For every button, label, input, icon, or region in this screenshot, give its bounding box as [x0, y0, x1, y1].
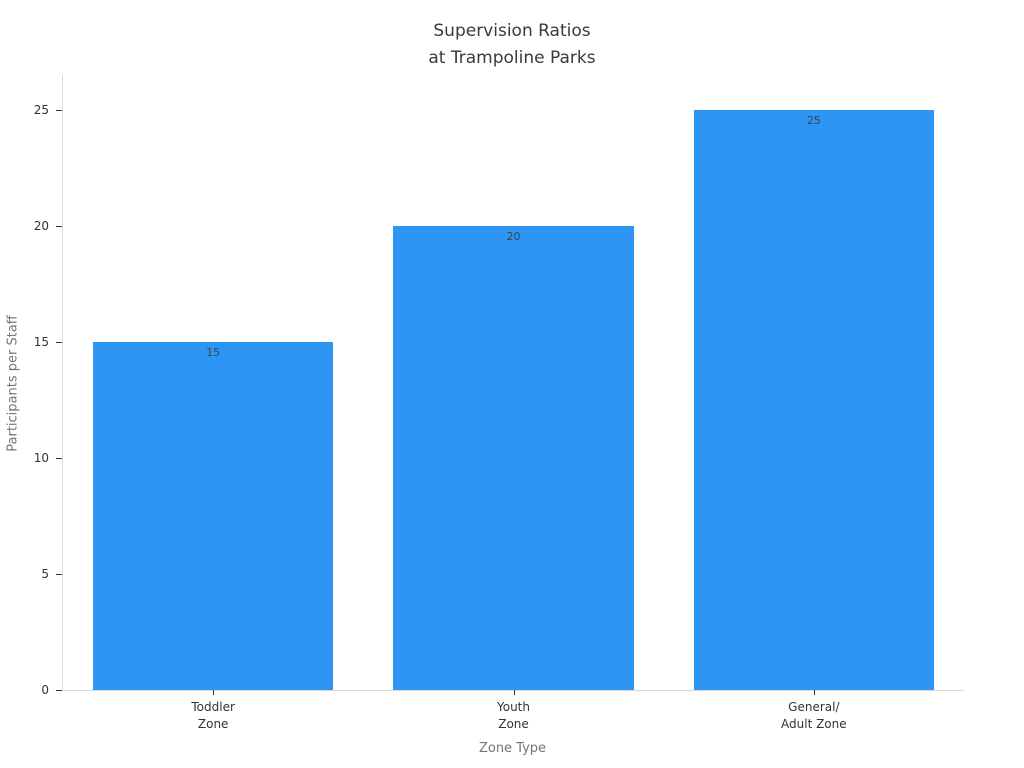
y-tick-mark: [56, 225, 62, 227]
x-tick-label: Youth Zone: [497, 700, 530, 731]
y-tick-mark: [56, 341, 62, 343]
chart-title: Supervision Ratios at Trampoline Parks: [428, 21, 596, 68]
bar: 25: [693, 110, 934, 690]
y-tick-mark: [56, 109, 62, 111]
bar-value-label: 20: [506, 230, 521, 243]
y-tick-label: 20: [33, 219, 49, 233]
x-tick-label: Toddler Zone: [191, 700, 235, 731]
y-tick-label: 5: [41, 567, 49, 581]
y-tick-label: 0: [41, 683, 49, 697]
y-axis-label: Participants per Staff: [5, 315, 21, 452]
plot-area: 0 5 10 15 20 25 15 Toddler Zone 20 Youth Zone 25 Ge…: [34, 75, 964, 731]
y-tick-label: 15: [33, 335, 49, 349]
x-tick-mark: [513, 690, 515, 695]
y-tick-mark: [56, 689, 62, 691]
bar: 15: [93, 342, 334, 690]
y-tick-label: 10: [33, 451, 49, 465]
y-tick-label: 25: [33, 103, 49, 117]
bar: 20: [393, 226, 634, 690]
bar-value-label: 25: [806, 114, 821, 127]
x-tick-mark: [213, 690, 215, 695]
x-axis-label: Zone Type: [478, 741, 547, 756]
y-tick-mark: [56, 573, 62, 575]
x-tick-mark: [813, 690, 815, 695]
bar-value-label: 15: [206, 346, 221, 359]
y-tick-mark: [56, 457, 62, 459]
x-tick-label: General/ Adult Zone: [781, 700, 847, 731]
